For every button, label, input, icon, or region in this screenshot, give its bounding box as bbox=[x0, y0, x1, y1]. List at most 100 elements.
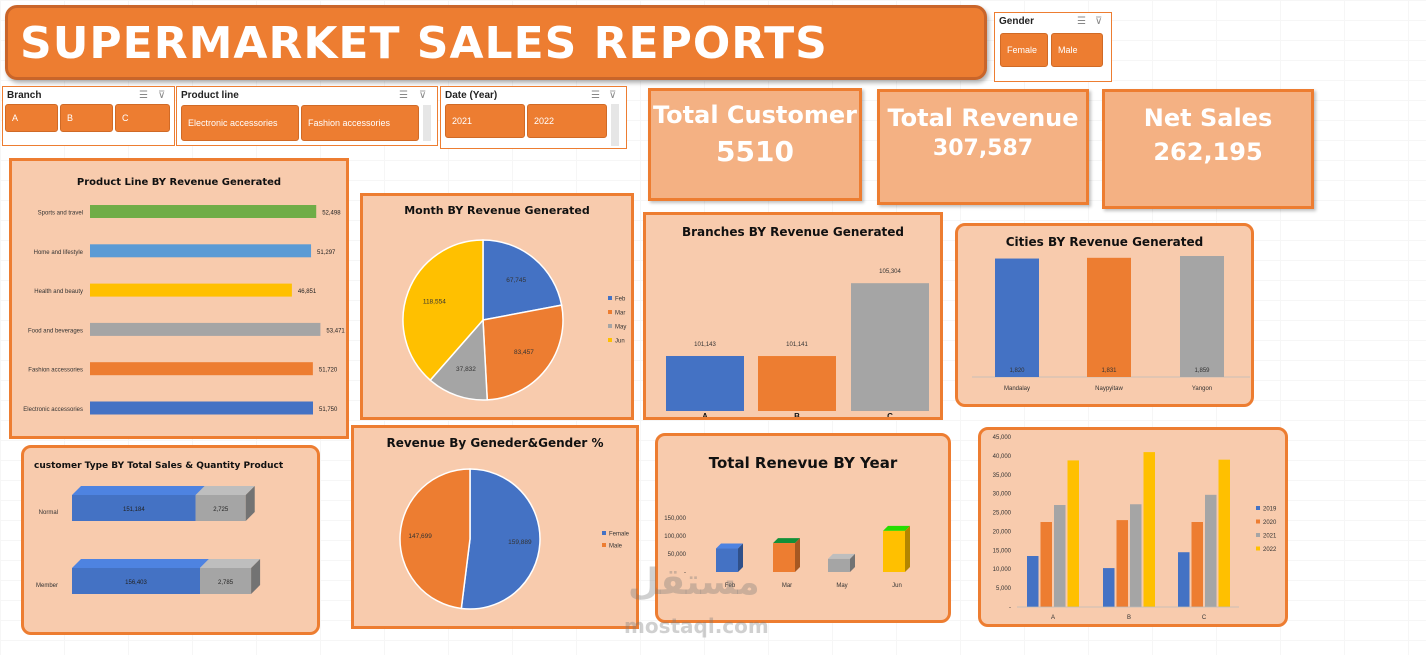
data-label: 118,554 bbox=[423, 299, 446, 306]
kpi-total-customer: Total Customer 5510 bbox=[648, 88, 862, 201]
data-label: 1,820 bbox=[1009, 368, 1025, 374]
date-year-slicer: Date (Year) ☰ ⊽ 2021 2022 bbox=[440, 86, 627, 149]
bar bbox=[90, 205, 317, 218]
slicer-scrollbar[interactable] bbox=[611, 104, 619, 146]
month-pie-chart: 67,745 83,457 37,832 118,554 Feb Mar May Jun bbox=[402, 239, 626, 401]
axis-tick-label: C bbox=[887, 412, 893, 417]
bar bbox=[883, 530, 905, 572]
date-year-slicer-header: Date (Year) bbox=[445, 90, 498, 101]
bar-3d-top bbox=[883, 525, 910, 531]
gender-slicer-item-male[interactable]: Male bbox=[1051, 33, 1103, 67]
product-line-chart-panel[interactable]: Product Line BY Revenue Generated Sports… bbox=[9, 158, 349, 439]
bar-3d-side bbox=[245, 486, 255, 521]
renevue-year-chart-panel[interactable]: Total Renevue BY Year 150,000 100,000 50,0… bbox=[655, 433, 951, 623]
bar bbox=[1116, 520, 1128, 607]
bar bbox=[90, 244, 312, 258]
cities-chart-panel[interactable]: Cities BY Revenue Generated 1,820 Mandala… bbox=[955, 223, 1254, 407]
axis-tick-label: Mar bbox=[782, 583, 792, 589]
clear-filter-icon[interactable]: ⊽ bbox=[1095, 16, 1103, 27]
branch-slicer-item-b[interactable]: B bbox=[60, 104, 113, 132]
product-line-slicer-item-fashion[interactable]: Fashion accessories bbox=[301, 105, 419, 141]
data-label: 37,832 bbox=[456, 366, 476, 373]
axis-tick-label: Fashion accessories bbox=[28, 368, 83, 374]
data-label: 156,403 bbox=[125, 580, 147, 586]
cities-bar-chart: 1,820 Mandalay 1,831 Naypyitaw 1,859 Yangon bbox=[972, 256, 1250, 392]
axis-tick-label: B bbox=[794, 412, 800, 417]
axis-tick-label: May bbox=[836, 583, 847, 589]
legend-label: Mar bbox=[615, 311, 625, 317]
axis-tick-label: 30,000 bbox=[993, 492, 1012, 498]
branch-year-chart-panel[interactable]: 45,000 40,000 35,000 30,000 25,000 20,000 15,0… bbox=[978, 427, 1288, 627]
data-label: 101,143 bbox=[694, 342, 716, 348]
kpi-value: 307,587 bbox=[932, 136, 1034, 161]
bar bbox=[758, 356, 836, 411]
date-year-slicer-item-2021[interactable]: 2021 bbox=[445, 104, 525, 138]
axis-tick-label: B bbox=[1127, 615, 1131, 621]
bar bbox=[1087, 257, 1131, 377]
data-label: 151,184 bbox=[123, 507, 145, 513]
axis-tick-label: Jun bbox=[892, 583, 902, 589]
product-line-slicer: Product line ☰ ⊽ Electronic accessories … bbox=[176, 86, 438, 146]
branch-slicer-item-c[interactable]: C bbox=[115, 104, 170, 132]
bar-3d-top bbox=[72, 559, 209, 568]
kpi-value: 5510 bbox=[716, 135, 794, 168]
clear-filter-icon[interactable]: ⊽ bbox=[419, 90, 427, 101]
pie-slice bbox=[429, 318, 489, 401]
kpi-value: 262,195 bbox=[1153, 138, 1263, 166]
axis-tick-label: - bbox=[1009, 605, 1011, 611]
multi-select-icon[interactable]: ☰ bbox=[591, 90, 600, 101]
clear-filter-icon[interactable]: ⊽ bbox=[609, 90, 617, 101]
bar bbox=[1218, 459, 1230, 607]
gender-slicer-item-female[interactable]: Female bbox=[1000, 33, 1048, 67]
legend-label: 2019 bbox=[1263, 507, 1277, 513]
bar bbox=[1054, 505, 1066, 607]
product-line-slicer-item-electronic[interactable]: Electronic accessories bbox=[181, 105, 299, 141]
data-label: 2,725 bbox=[213, 507, 229, 513]
branches-chart-panel[interactable]: Branches BY Revenue Generated 101,143 A 10… bbox=[643, 212, 943, 420]
gender-slicer-header: Gender bbox=[999, 16, 1035, 27]
pie-slice bbox=[482, 304, 564, 401]
bar bbox=[1178, 552, 1190, 607]
pie-slice bbox=[399, 468, 471, 610]
gender-chart-panel[interactable]: Revenue By Geneder&Gender % 159,889 147,6… bbox=[351, 425, 639, 629]
axis-tick-label: Mandalay bbox=[1004, 386, 1030, 392]
legend-label: Female bbox=[609, 532, 630, 538]
customer-type-chart-panel[interactable]: customer Type BY Total Sales & Quantity … bbox=[21, 445, 320, 635]
legend-swatch bbox=[608, 310, 612, 314]
bar bbox=[1103, 568, 1115, 607]
month-chart-panel[interactable]: Month BY Revenue Generated 67,745 83,457 3… bbox=[360, 193, 634, 420]
report-title: SUPERMARKET SALES REPORTS bbox=[20, 18, 828, 69]
bar-3d-top bbox=[828, 553, 855, 559]
bar bbox=[1143, 452, 1155, 607]
slicer-scrollbar[interactable] bbox=[423, 105, 431, 141]
multi-select-icon[interactable]: ☰ bbox=[1077, 16, 1086, 27]
legend-label: May bbox=[615, 325, 626, 331]
multi-select-icon[interactable]: ☰ bbox=[139, 90, 148, 101]
multi-select-icon[interactable]: ☰ bbox=[399, 90, 408, 101]
bar-3d-side bbox=[251, 559, 261, 594]
bar-3d-top bbox=[72, 486, 205, 495]
bar bbox=[195, 495, 246, 521]
product-line-chart: Sports and travel 52,498 Home and lifestyl… bbox=[23, 205, 345, 415]
data-label: 51,720 bbox=[319, 368, 338, 374]
bar bbox=[851, 283, 929, 411]
kpi-net-sales: Net Sales 262,195 bbox=[1102, 89, 1314, 209]
axis-tick-label: 20,000 bbox=[993, 529, 1012, 535]
date-year-slicer-item-2022[interactable]: 2022 bbox=[527, 104, 607, 138]
chart-title: Cities BY Revenue Generated bbox=[1005, 235, 1204, 249]
bar-3d-side bbox=[905, 525, 910, 572]
bar bbox=[1040, 522, 1052, 607]
chart-title: Product Line BY Revenue Generated bbox=[76, 177, 282, 188]
branch-slicer-item-a[interactable]: A bbox=[5, 104, 58, 132]
axis-tick-label: Naypyitaw bbox=[1095, 386, 1123, 392]
bar bbox=[90, 283, 292, 297]
axis-tick-label: Health and beauty bbox=[34, 289, 83, 295]
bar-3d-side bbox=[850, 553, 855, 572]
data-label: 51,297 bbox=[317, 250, 336, 256]
pie-slice bbox=[402, 239, 484, 382]
legend-label: 2021 bbox=[1263, 534, 1277, 540]
legend-swatch bbox=[1256, 533, 1260, 537]
clear-filter-icon[interactable]: ⊽ bbox=[158, 90, 166, 101]
branch-slicer-header: Branch bbox=[7, 90, 42, 101]
legend-swatch bbox=[608, 338, 612, 342]
